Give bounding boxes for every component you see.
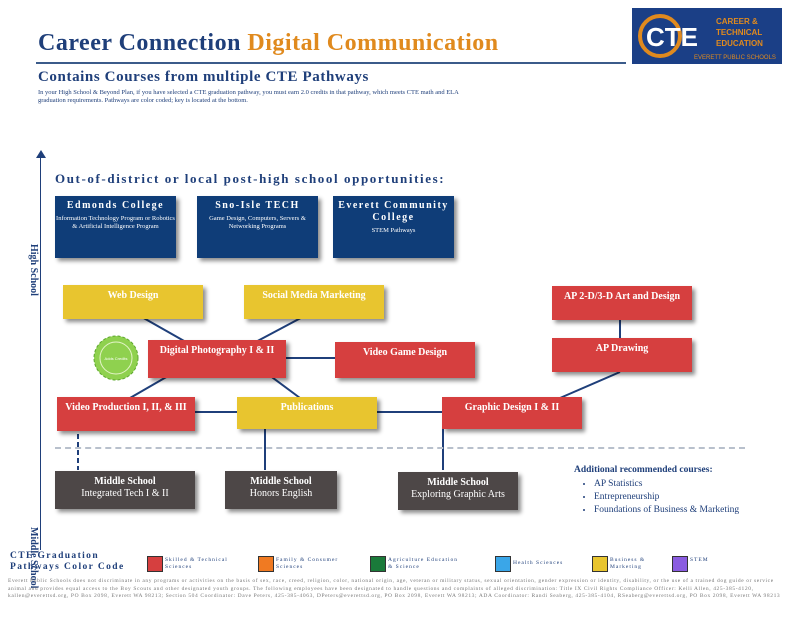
ms-course: Integrated Tech I & II bbox=[81, 488, 169, 499]
key-swatch-health bbox=[495, 556, 511, 572]
course-graphic-design: Graphic Design I & II bbox=[442, 397, 582, 429]
logo-line-2: TECHNICAL bbox=[716, 28, 762, 37]
course-digital-photography: Digital Photography I & II bbox=[148, 340, 286, 378]
cte-logo: CTE CAREER & TECHNICAL EDUCATION EVERETT… bbox=[632, 8, 782, 64]
course-social-media-marketing: Social Media Marketing bbox=[244, 285, 384, 319]
hs-ms-divider bbox=[55, 447, 745, 449]
color-key-title: CTE Graduation Pathways Color Code bbox=[10, 551, 125, 573]
key-swatch-agriculture bbox=[370, 556, 386, 572]
badge-text: Adds Credits bbox=[105, 356, 128, 361]
logo-line-3: EDUCATION bbox=[716, 39, 763, 48]
logo-line-1: CAREER & bbox=[716, 17, 758, 26]
key-label-skilled: Skilled & Technical Sciences bbox=[165, 557, 228, 570]
college-desc: STEM Pathways bbox=[371, 227, 416, 234]
key-label-business: Business & Marketing bbox=[610, 557, 646, 570]
key-swatch-family bbox=[258, 556, 274, 572]
college-desc: Information Technology Program or Roboti… bbox=[56, 215, 175, 230]
key-swatch-stem bbox=[672, 556, 688, 572]
svg-text:CTE: CTE bbox=[646, 22, 698, 52]
credits-badge: Adds Credits bbox=[93, 335, 139, 381]
college-name: Everett Community College bbox=[338, 200, 449, 223]
list-item: Foundations of Business & Marketing bbox=[594, 504, 744, 517]
ms-exploring-graphic-arts: Middle School Exploring Graphic Arts bbox=[398, 472, 518, 510]
ms-course: Exploring Graphic Arts bbox=[411, 489, 505, 500]
college-edmonds: Edmonds College Information Technology P… bbox=[55, 196, 176, 258]
axis-line bbox=[40, 155, 41, 550]
course-publications: Publications bbox=[237, 397, 377, 429]
ms-integrated-tech: Middle School Integrated Tech I & II bbox=[55, 471, 195, 509]
course-web-design: Web Design bbox=[63, 285, 203, 319]
course-ap-2d-3d: AP 2-D/3-D Art and Design bbox=[552, 286, 692, 320]
college-name: Edmonds College bbox=[66, 200, 165, 211]
logo-line-4: EVERETT PUBLIC SCHOOLS bbox=[694, 55, 776, 61]
color-key-title-line1: CTE Graduation bbox=[10, 551, 100, 561]
course-video-game-design: Video Game Design bbox=[335, 342, 475, 378]
college-name: Sno-Isle TECH bbox=[215, 200, 300, 211]
cte-logo-graphic: CTE CAREER & TECHNICAL EDUCATION EVERETT… bbox=[638, 14, 776, 61]
key-swatch-skilled bbox=[147, 556, 163, 572]
additional-courses-title: Additional recommended courses: bbox=[574, 465, 713, 475]
college-everett-cc: Everett Community College STEM Pathways bbox=[333, 196, 454, 258]
course-ap-drawing: AP Drawing bbox=[552, 338, 692, 372]
axis-arrow bbox=[36, 150, 46, 158]
key-label-stem: STEM bbox=[690, 557, 709, 563]
ms-label: Middle School bbox=[427, 477, 489, 488]
title-part-1: Career Connection bbox=[38, 30, 241, 56]
key-label-family: Family & Consumer Sciences bbox=[276, 557, 339, 570]
intro-text: In your High School & Beyond Plan, if yo… bbox=[38, 89, 459, 104]
college-sno-isle: Sno-Isle TECH Game Design, Computers, Se… bbox=[197, 196, 318, 258]
opportunities-heading: Out-of-district or local post-high schoo… bbox=[55, 171, 446, 186]
ms-honors-english: Middle School Honors English bbox=[225, 471, 337, 509]
page-subtitle: Contains Courses from multiple CTE Pathw… bbox=[38, 69, 369, 85]
title-rule bbox=[36, 62, 626, 64]
key-swatch-business bbox=[592, 556, 608, 572]
page-title: Career Connection Digital Communication bbox=[38, 30, 499, 57]
key-label-agriculture: Agriculture Education & Science bbox=[388, 557, 459, 570]
ms-course: Honors English bbox=[249, 488, 313, 499]
title-part-2: Digital Communication bbox=[247, 30, 499, 56]
college-desc: Game Design, Computers, Servers & Networ… bbox=[209, 215, 306, 230]
nondiscrimination-footer: Everett Public Schools does not discrimi… bbox=[8, 578, 781, 599]
list-item: Entrepreneurship bbox=[594, 491, 744, 504]
ms-label: Middle School bbox=[94, 476, 156, 487]
key-label-health: Health Sciences bbox=[513, 560, 564, 566]
additional-courses-list: AP Statistics Entrepreneurship Foundatio… bbox=[580, 478, 744, 517]
color-key-title-line2: Pathways Color Code bbox=[10, 562, 125, 572]
ms-label: Middle School bbox=[250, 476, 312, 487]
course-video-production: Video Production I, II, & III bbox=[57, 397, 195, 431]
list-item: AP Statistics bbox=[594, 478, 744, 491]
